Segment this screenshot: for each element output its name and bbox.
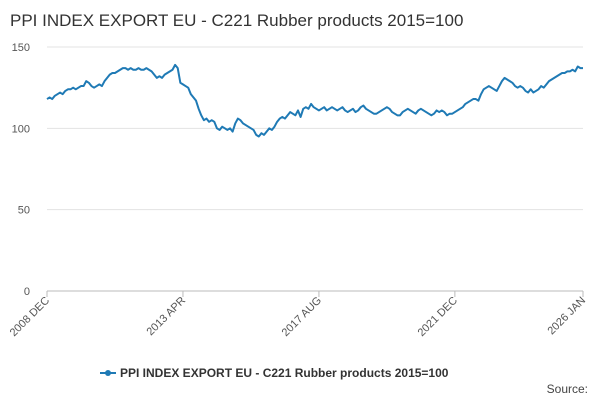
x-tick-label: 2026 JAN: [545, 295, 588, 338]
source: Source:: [547, 382, 588, 396]
y-tick-label: 100: [12, 123, 30, 135]
x-tick-label: 2021 DEC: [416, 295, 460, 339]
y-tick-label: 50: [18, 205, 30, 217]
series-line: [46, 63, 583, 138]
y-tick-label: 150: [12, 42, 30, 54]
legend-label: PPI INDEX EXPORT EU - C221 Rubber produc…: [120, 366, 449, 380]
x-tick-label: 2013 APR: [145, 295, 189, 339]
x-tick-label: 2008 DEC: [8, 295, 52, 339]
legend-marker: [105, 370, 111, 376]
y-tick-label: 0: [24, 286, 30, 298]
x-tick-label: 2017 AUG: [280, 295, 324, 339]
chart-title: PPI INDEX EXPORT EU - C221 Rubber produc…: [10, 11, 463, 30]
